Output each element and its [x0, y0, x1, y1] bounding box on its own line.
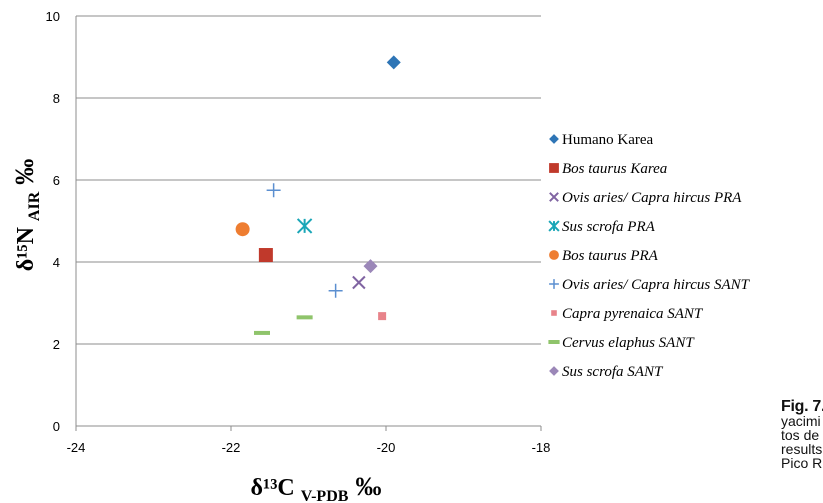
legend-label: Ovis aries/ Capra hircus PRA: [562, 190, 742, 206]
legend-marker: [549, 192, 559, 202]
x-axis-title-unit: ‰: [355, 472, 381, 501]
y-axis-title-unit: ‰: [10, 159, 39, 185]
tick-labels: 0 2 4 6 8 10 -24 -22 -20 -18: [46, 9, 551, 455]
legend-marker: [551, 310, 557, 316]
data-point: [235, 222, 250, 237]
caption-line: yacimi: [781, 413, 821, 429]
data-point: [378, 312, 387, 321]
legend-label: Sus scrofa PRA: [562, 219, 656, 235]
data-point: [386, 55, 401, 70]
legend-label: Capra pyrenaica SANT: [562, 306, 704, 322]
legend-label: Cervus elaphus SANT: [562, 335, 695, 351]
y-tick-label: 8: [53, 91, 60, 106]
data-point: [363, 259, 378, 274]
legend-marker: [549, 134, 559, 144]
y-tick-label: 6: [53, 173, 60, 188]
legend-marker: [548, 340, 560, 344]
legend: Humano Karea Bos taurus Karea Ovis aries/ …: [548, 132, 751, 380]
y-tick-label: 0: [53, 419, 60, 434]
x-tick-label: -22: [222, 440, 241, 455]
y-axis-title: δ¹⁵N AIR ‰: [10, 159, 43, 272]
x-axis-title-main: δ¹³C: [251, 475, 295, 501]
data-point: [266, 183, 281, 198]
figure-caption: Fig. 7. yacimi tos de results Pico R: [781, 398, 823, 471]
legend-label: Bos taurus Karea: [562, 161, 667, 177]
data-point: [296, 218, 313, 234]
x-tick-label: -24: [67, 440, 86, 455]
y-tick-label: 10: [46, 9, 60, 24]
x-tick-label: -20: [377, 440, 396, 455]
data-point: [254, 330, 270, 335]
axes: [75, 16, 542, 431]
legend-marker: [548, 220, 560, 232]
figure-number: Fig. 7.: [781, 398, 823, 415]
x-axis-title-sub: V-PDB: [301, 488, 349, 503]
legend-label: Bos taurus PRA: [562, 248, 659, 264]
legend-label: Ovis aries/ Capra hircus SANT: [562, 277, 751, 293]
caption-line: tos de: [781, 427, 820, 443]
data-point: [352, 275, 366, 290]
y-tick-label: 2: [53, 337, 60, 352]
legend-marker: [549, 366, 559, 376]
y-tick-label: 4: [53, 255, 60, 270]
x-axis-title: δ¹³C V-PDB ‰: [251, 472, 382, 503]
caption-line: results: [781, 441, 823, 457]
legend-marker: [549, 279, 559, 289]
data-point: [296, 315, 313, 320]
data-point: [258, 248, 273, 263]
y-axis-title-sub: AIR: [26, 191, 43, 221]
legend-marker: [549, 250, 559, 260]
caption-line: Pico R: [781, 455, 823, 471]
legend-marker: [549, 163, 559, 173]
legend-label: Sus scrofa SANT: [562, 364, 664, 380]
x-tick-label: -18: [532, 440, 551, 455]
data-point: [328, 283, 343, 298]
legend-label: Humano Karea: [562, 132, 654, 148]
y-axis-title-main: δ¹⁵N: [13, 226, 39, 271]
data-points: [235, 55, 401, 335]
